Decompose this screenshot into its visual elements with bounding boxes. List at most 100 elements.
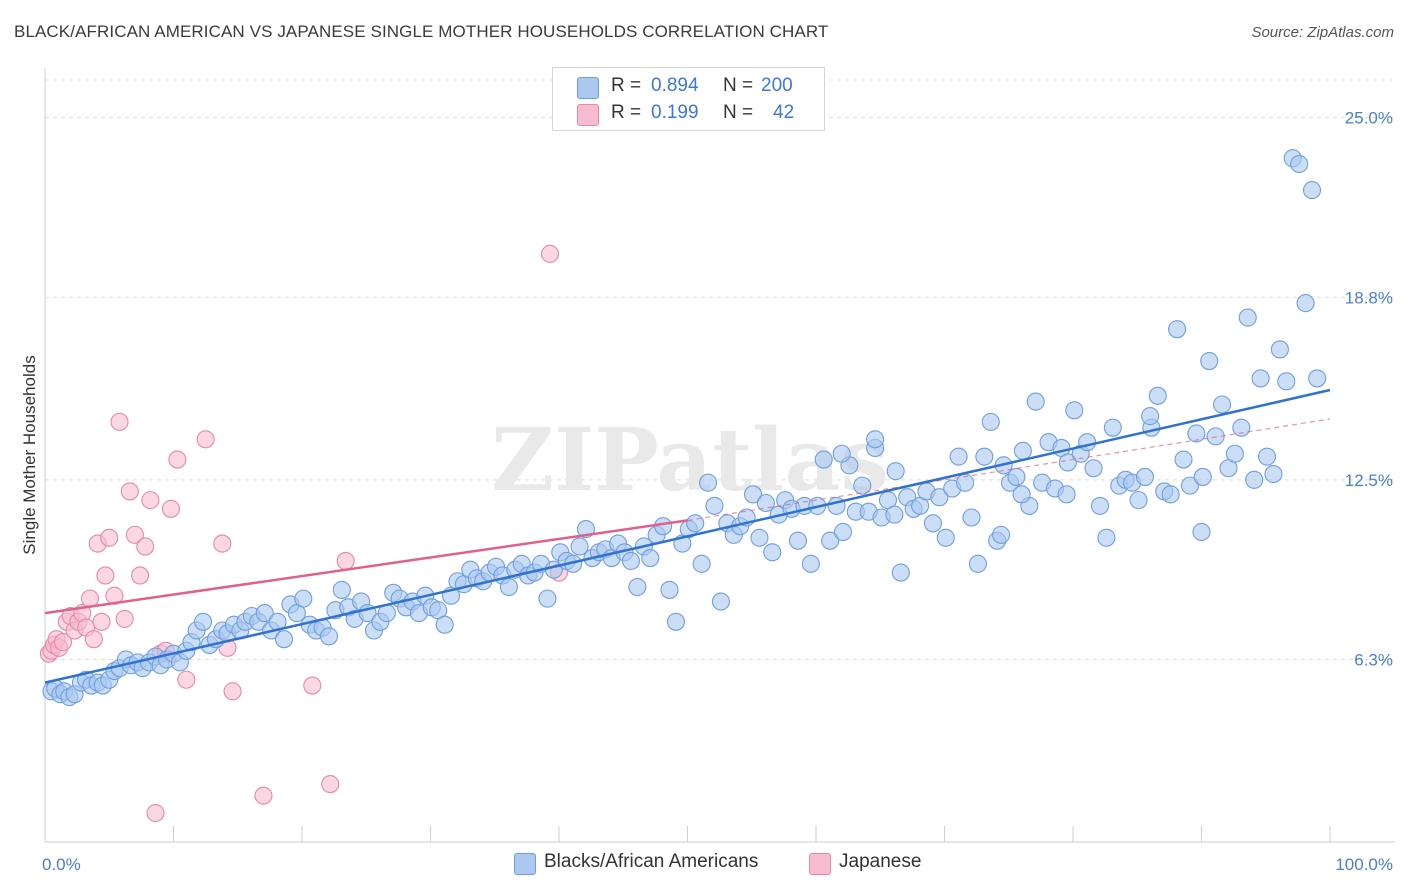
japanese-point bbox=[168, 450, 187, 469]
blacks-point bbox=[499, 577, 518, 597]
y-axis-label: Single Mother Households bbox=[20, 355, 39, 554]
legend-r-label: R = bbox=[611, 75, 642, 96]
blacks-point bbox=[1187, 424, 1206, 443]
blacks-point bbox=[1174, 450, 1193, 469]
blacks-point bbox=[1180, 476, 1199, 495]
blacks-point bbox=[832, 444, 851, 463]
blacks-point bbox=[981, 412, 1000, 431]
blacks-point bbox=[1264, 464, 1283, 484]
japanese-point bbox=[196, 430, 215, 449]
legend-swatch-blacks bbox=[514, 853, 536, 875]
blacks-point bbox=[814, 450, 833, 469]
blacks-point bbox=[699, 473, 718, 492]
y-tick-label: 25.0% bbox=[1345, 109, 1393, 128]
japanese-point bbox=[303, 676, 322, 695]
japanese-point bbox=[115, 609, 134, 628]
japanese-point bbox=[100, 528, 119, 547]
blacks-point bbox=[801, 554, 820, 573]
japanese-point bbox=[161, 499, 180, 518]
correlation-legend: R = 0.894 N = 200 R = 0.199 N = 42 bbox=[552, 67, 825, 131]
blacks-point bbox=[1103, 418, 1122, 437]
y-tick-label: 6.3% bbox=[1354, 650, 1393, 669]
y-tick-label: 12.5% bbox=[1345, 471, 1393, 490]
blacks-point bbox=[538, 589, 557, 608]
blacks-point bbox=[788, 531, 808, 550]
blacks-point bbox=[949, 447, 968, 466]
blacks-point bbox=[1192, 522, 1211, 542]
japanese-point bbox=[125, 525, 144, 544]
blacks-point bbox=[1065, 401, 1084, 420]
blacks-point bbox=[743, 485, 763, 504]
blacks-point bbox=[654, 517, 673, 536]
blacks-point bbox=[1232, 418, 1251, 437]
blacks-point bbox=[641, 549, 660, 568]
legend-n-value: 200 bbox=[761, 75, 793, 96]
blacks-point bbox=[1058, 453, 1077, 472]
blacks-point bbox=[1238, 308, 1257, 327]
blacks-point bbox=[763, 543, 782, 562]
japanese-point bbox=[177, 670, 196, 689]
blacks-point bbox=[1257, 447, 1277, 466]
blacks-point bbox=[1302, 181, 1322, 200]
blacks-point bbox=[194, 612, 213, 631]
japanese-trend-line bbox=[44, 519, 688, 615]
blacks-point bbox=[930, 488, 949, 507]
legend-swatch-blacks bbox=[577, 77, 599, 99]
gridlines bbox=[45, 79, 1395, 660]
blacks-point bbox=[1057, 485, 1076, 504]
japanese-points bbox=[39, 244, 569, 823]
blacks-point bbox=[255, 604, 274, 623]
japanese-point bbox=[136, 537, 155, 556]
blacks-point bbox=[686, 514, 705, 533]
blacks-point bbox=[886, 462, 905, 481]
blacks-trend-line bbox=[44, 388, 1331, 684]
chart-source: Source: ZipAtlas.com bbox=[1251, 24, 1394, 41]
legend-label-blacks: Blacks/African Americans bbox=[544, 851, 759, 872]
japanese-point bbox=[110, 412, 129, 431]
legend-r-value: 0.199 bbox=[651, 102, 699, 123]
blacks-point bbox=[1084, 459, 1103, 478]
blacks-point bbox=[1007, 467, 1026, 486]
blacks-point bbox=[711, 592, 730, 611]
blacks-point bbox=[1251, 369, 1270, 388]
blacks-point bbox=[435, 615, 454, 634]
blacks-point bbox=[705, 496, 724, 515]
blacks-point bbox=[1206, 427, 1225, 446]
blacks-point bbox=[666, 612, 685, 631]
japanese-point bbox=[131, 566, 150, 585]
blacks-point bbox=[885, 505, 904, 524]
y-tick-label: 18.8% bbox=[1345, 288, 1393, 307]
japanese-point bbox=[146, 803, 165, 823]
legend-n-value: 42 bbox=[773, 102, 795, 123]
japanese-point bbox=[254, 786, 273, 805]
japanese-point bbox=[53, 633, 73, 652]
blacks-point bbox=[923, 514, 942, 533]
blacks-point bbox=[1296, 294, 1315, 313]
x-tick-label: 0.0% bbox=[42, 855, 81, 874]
blacks-point bbox=[1277, 372, 1296, 391]
blacks-point bbox=[660, 580, 679, 599]
japanese-point bbox=[84, 630, 103, 649]
blacks-point bbox=[1026, 392, 1045, 411]
blacks-point bbox=[1148, 386, 1167, 405]
legend-n-label: N = bbox=[723, 75, 754, 96]
blacks-point bbox=[1200, 351, 1219, 371]
blacks-point bbox=[1270, 340, 1289, 359]
legend-swatch-japanese bbox=[577, 104, 599, 126]
blacks-point bbox=[319, 627, 339, 646]
japanese-point bbox=[336, 551, 355, 571]
blacks-point bbox=[692, 554, 711, 573]
japanese-point bbox=[96, 566, 115, 585]
blacks-point bbox=[1290, 154, 1309, 174]
blacks-point bbox=[891, 563, 910, 582]
x-tick-label: 100.0% bbox=[1335, 855, 1393, 874]
blacks-point bbox=[570, 537, 589, 556]
blacks-point bbox=[1308, 369, 1327, 388]
blacks-point bbox=[1135, 467, 1155, 486]
japanese-point bbox=[92, 612, 111, 631]
blacks-point bbox=[628, 577, 647, 597]
trend-lines bbox=[44, 388, 1331, 684]
blacks-point bbox=[1012, 485, 1031, 504]
blacks-point bbox=[853, 476, 872, 495]
blacks-point bbox=[1225, 444, 1244, 463]
